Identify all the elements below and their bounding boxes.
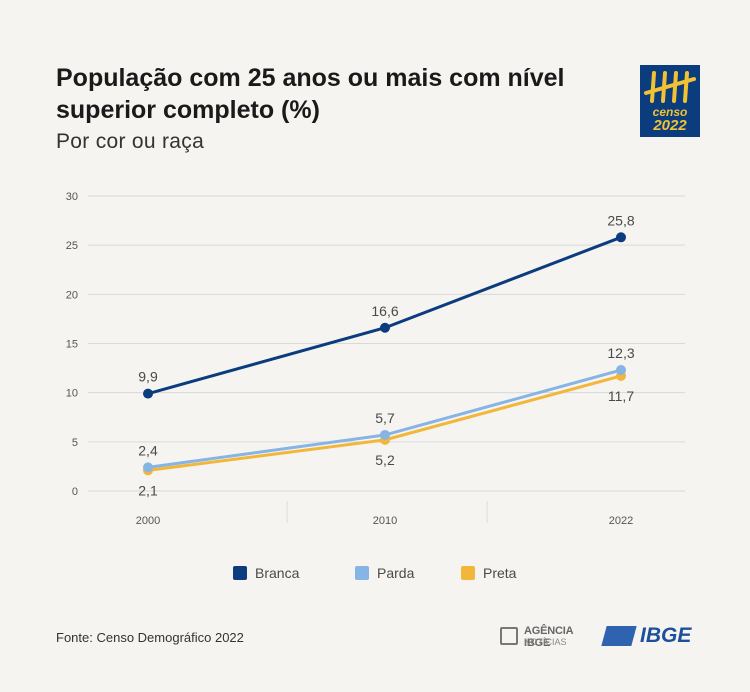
data-point-parda: [380, 429, 390, 440]
data-label-preta: 5,2: [375, 452, 395, 468]
data-point-parda: [616, 365, 626, 376]
chart-subtitle: Por cor ou raça: [56, 130, 205, 153]
y-tick-label: 5: [72, 437, 78, 449]
data-label-parda: 12,3: [607, 345, 634, 361]
legend-item-parda: Parda: [355, 565, 414, 581]
data-label-branca: 9,9: [138, 369, 158, 385]
legend-label: Branca: [255, 565, 300, 581]
legend-swatch: [233, 566, 247, 580]
y-tick-label: 30: [66, 191, 78, 203]
data-point-branca: [380, 322, 390, 333]
ibge-logo-text: IBGE: [640, 624, 692, 647]
legend-label: Parda: [377, 565, 415, 581]
agencia-logo-text: AGÊNCIA IBGE: [524, 625, 573, 649]
censo-logo-year: 2022: [653, 117, 687, 134]
legend-swatch: [461, 566, 475, 580]
data-label-parda: 5,7: [375, 410, 395, 426]
chart-title: População com 25 anos ou mais com nível …: [56, 64, 565, 124]
agencia-ibge-logo: AGÊNCIA IBGE NOTÍCIAS: [500, 624, 596, 649]
data-label-preta: 2,1: [138, 482, 158, 498]
data-point-parda: [143, 462, 153, 473]
legend-item-branca: Branca: [233, 565, 299, 581]
y-tick-label: 15: [66, 339, 78, 351]
data-label-preta: 11,7: [608, 388, 634, 404]
data-label-parda: 2,4: [138, 442, 158, 458]
legend-swatch: [355, 566, 369, 580]
y-tick-label: 20: [66, 289, 78, 301]
x-tick-label: 2000: [136, 515, 160, 527]
source-note: Fonte: Censo Demográfico 2022: [56, 630, 244, 645]
y-tick-label: 0: [72, 486, 78, 498]
data-label-branca: 16,6: [371, 303, 398, 319]
legend-item-preta: Preta: [461, 565, 516, 581]
x-tick-label: 2010: [373, 515, 397, 527]
legend-label: Preta: [483, 565, 517, 581]
censo-logo-word: censo: [652, 105, 688, 119]
y-tick-label: 25: [66, 240, 78, 252]
ibge-mark-icon: [601, 626, 637, 646]
data-point-branca: [143, 388, 153, 399]
censo-2022-logo: censo 2022: [640, 65, 700, 137]
agencia-icon: [500, 627, 518, 645]
ibge-logo: IBGE: [601, 624, 700, 648]
x-tick-label: 2022: [609, 515, 633, 527]
tally-marks-icon: [644, 71, 696, 103]
data-label-branca: 25,8: [607, 212, 634, 228]
line-chart: 0 5 10 15 20 25 30 2000 2010 2022 9,9 16,6 25,8 2,4 5…: [66, 191, 685, 527]
chart-legend: Branca Parda Preta: [0, 565, 750, 585]
y-tick-label: 10: [66, 388, 78, 400]
data-point-branca: [616, 232, 626, 243]
agencia-logo-subtext: NOTÍCIAS: [524, 637, 567, 647]
